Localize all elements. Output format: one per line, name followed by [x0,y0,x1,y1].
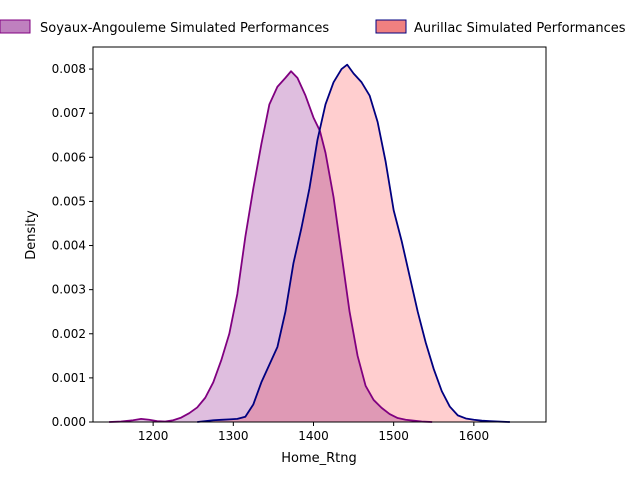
y-tick-label: 0.001 [52,371,86,385]
x-axis-label: Home_Rtng [281,451,357,466]
x-tick-label: 1400 [298,429,329,443]
x-tick-label: 1500 [378,429,409,443]
x-tick-label: 1600 [459,429,490,443]
legend-label-soyaux: Soyaux-Angouleme Simulated Performances [40,21,329,36]
plot-frame [92,46,547,423]
y-tick-label: 0.006 [52,150,86,164]
y-tick-label: 0.003 [52,283,86,297]
series-line-0 [109,70,433,423]
series-area-1 [197,64,510,423]
legend: Soyaux-Angouleme Simulated Performances … [0,19,626,36]
x-tick-label: 1200 [138,429,169,443]
y-axis-label: Density [24,210,39,260]
y-tick-label: 0.008 [52,62,86,76]
y-tick-label: 0.005 [52,194,86,208]
y-tick-label: 0.007 [52,106,86,120]
legend-label-aurillac: Aurillac Simulated Performances [414,21,626,36]
x-tick-label: 1300 [218,429,249,443]
x-axis: 1200 1300 1400 1500 1600 [138,422,489,443]
legend-swatch-aurillac [375,19,407,34]
y-tick-label: 0.002 [52,327,86,341]
y-tick-label: 0.004 [52,239,86,253]
plot-area [109,63,510,423]
legend-swatch-soyaux [0,19,31,34]
series-line-1 [197,63,510,423]
y-axis: 0.000 0.001 0.002 0.003 0.004 0.005 0.006 0.007… [52,62,93,429]
y-tick-label: 0.000 [52,415,86,429]
